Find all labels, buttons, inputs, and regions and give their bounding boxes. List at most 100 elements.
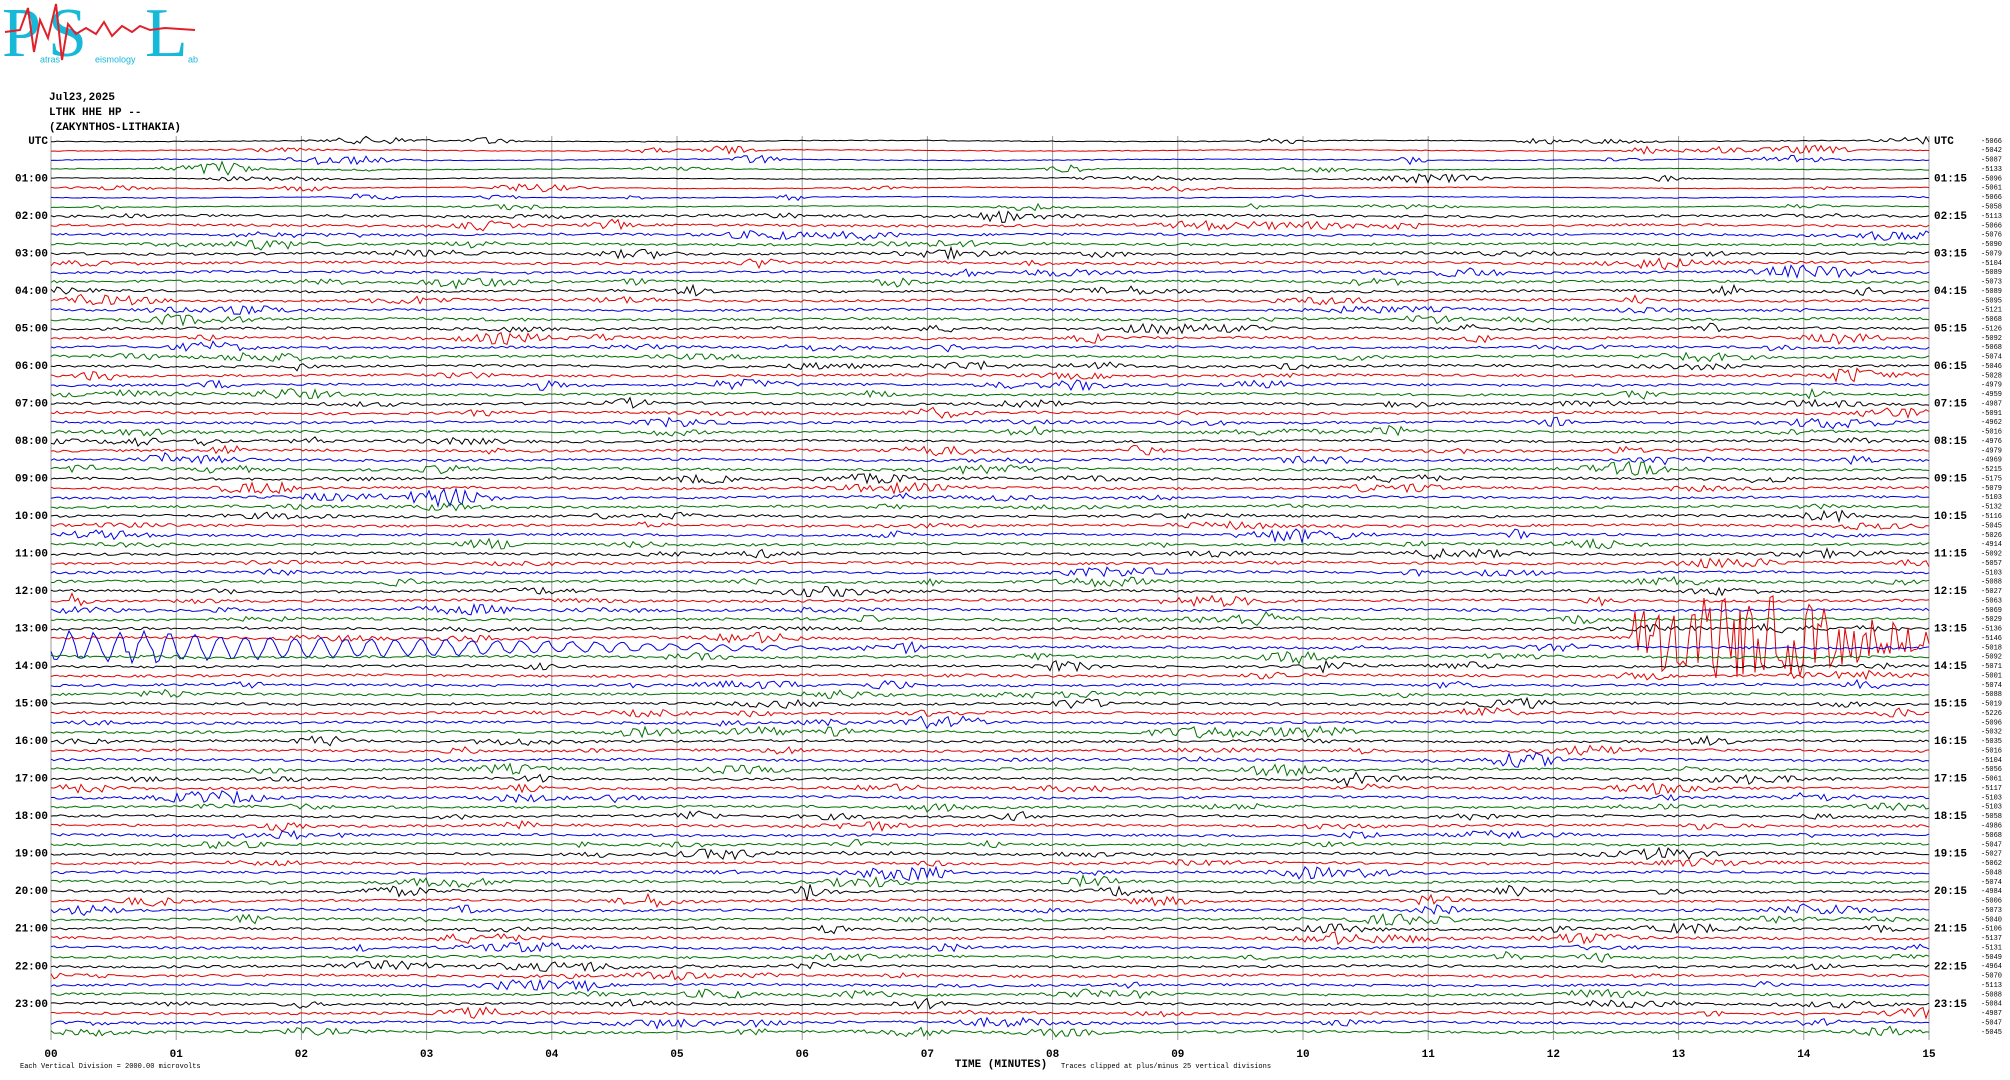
hour-label-right: 08:15 — [1934, 436, 1967, 448]
x-tick-label: 09 — [1171, 1049, 1184, 1061]
trace — [51, 173, 1930, 184]
trace — [51, 1006, 1930, 1020]
trace-offset: -5096 — [1981, 175, 2002, 183]
trace — [50, 931, 1930, 946]
trace — [50, 650, 1930, 665]
trace — [50, 509, 1930, 524]
trace-offset: -5032 — [1981, 729, 2002, 737]
trace-offset: -5045 — [1981, 522, 2002, 530]
hour-label-right: 05:15 — [1934, 323, 1967, 335]
trace — [50, 789, 1930, 805]
trace-offset: -5028 — [1981, 372, 2002, 380]
trace — [50, 360, 1930, 372]
trace-offset: -5040 — [1981, 916, 2002, 924]
logo-letter: L — [145, 0, 188, 72]
trace-offset: -5026 — [1981, 532, 2002, 540]
hour-label-right: 11:15 — [1934, 549, 1967, 561]
trace-offset: -5061 — [1981, 776, 2002, 784]
hour-label: 13:00 — [15, 624, 48, 636]
trace-offset: -5103 — [1981, 804, 2002, 812]
trace — [50, 622, 1930, 634]
hour-label: 09:00 — [15, 474, 48, 486]
trace — [51, 873, 1930, 888]
trace — [50, 762, 1930, 777]
trace — [50, 283, 1930, 297]
trace — [50, 688, 1930, 700]
x-tick-label: 04 — [545, 1049, 559, 1061]
trace-offset: -5058 — [1981, 203, 2002, 211]
trace — [50, 387, 1930, 400]
station: LTHK HHE HP -- — [49, 107, 141, 119]
trace — [51, 239, 1930, 251]
hour-label-right: 09:15 — [1934, 474, 1967, 486]
trace — [51, 575, 1930, 588]
trace — [50, 884, 1930, 901]
trace — [50, 210, 1930, 223]
trace-offset: -5046 — [1981, 363, 2002, 371]
trace — [50, 678, 1930, 690]
hour-label-right: 16:15 — [1934, 736, 1967, 748]
trace-offset: -5088 — [1981, 691, 2002, 699]
trace-offset: -5016 — [1981, 429, 2002, 437]
trace — [50, 160, 1929, 176]
x-tick-label: 12 — [1547, 1049, 1560, 1061]
trace-offset: -5071 — [1981, 663, 2002, 671]
trace — [50, 960, 1930, 973]
trace-offset: -5175 — [1981, 475, 2002, 483]
trace-offset: -5087 — [1981, 157, 2002, 165]
trace — [50, 502, 1930, 512]
trace-offset: -5103 — [1981, 794, 2002, 802]
trace-offset: -5103 — [1981, 569, 2002, 577]
trace — [50, 144, 1930, 155]
hour-label-right: 23:15 — [1934, 999, 1967, 1011]
trace-offset: -5068 — [1981, 832, 2002, 840]
trace — [50, 978, 1930, 993]
hour-label-right: 13:15 — [1934, 624, 1967, 636]
trace-offset: -5066 — [1981, 194, 2002, 202]
trace — [50, 858, 1930, 868]
trace-offset: -5092 — [1981, 654, 2002, 662]
trace — [50, 230, 1930, 242]
x-tick-label: 11 — [1422, 1049, 1436, 1061]
logo-word: atras — [40, 54, 61, 64]
trace — [50, 802, 1930, 813]
trace-offset: -5066 — [1981, 138, 2002, 146]
trace-offset: -5117 — [1981, 785, 2002, 793]
trace-offset: -4987 — [1981, 400, 2002, 408]
trace-offset: -5056 — [1981, 766, 2002, 774]
hour-label-right: 18:15 — [1934, 811, 1967, 823]
x-tick-label: 14 — [1797, 1049, 1811, 1061]
trace-offset: -5001 — [1981, 672, 2002, 680]
trace-offset: -5133 — [1981, 166, 2002, 174]
clip-note: Traces clipped at plus/minus 25 vertical… — [1061, 1063, 1271, 1071]
trace — [50, 406, 1930, 420]
trace — [50, 487, 1930, 508]
logo: P S L atras eismology ab — [2, 0, 198, 72]
hour-label-right: 03:15 — [1934, 248, 1967, 260]
trace-offset: -5068 — [1981, 344, 2002, 352]
trace-offset: -5074 — [1981, 682, 2002, 690]
trace — [50, 472, 1930, 485]
trace-offset: -5113 — [1981, 982, 2002, 990]
hour-label: 11:00 — [15, 549, 48, 561]
trace — [50, 277, 1930, 290]
trace — [50, 305, 1930, 316]
trace-offset: -5092 — [1981, 551, 2002, 559]
x-tick-label: 07 — [921, 1049, 934, 1061]
trace-offset: -5074 — [1981, 879, 2002, 887]
scale-note: Each Vertical Division = 2000.00 microvo… — [20, 1063, 201, 1071]
hour-label: 15:00 — [15, 699, 48, 711]
trace-offset: -5226 — [1981, 710, 2002, 718]
trace — [50, 752, 1930, 768]
trace — [50, 829, 1930, 840]
hour-label: 22:00 — [15, 961, 48, 973]
trace — [50, 839, 1930, 850]
x-tick-label: 00 — [44, 1049, 57, 1061]
hour-label: 06:00 — [15, 361, 48, 373]
trace — [50, 997, 1930, 1010]
x-tick-label: 05 — [670, 1049, 684, 1061]
trace-offset: -5070 — [1981, 973, 2002, 981]
trace — [50, 481, 1930, 495]
hour-label: UTC — [28, 136, 48, 148]
trace-offset: -4976 — [1981, 438, 2002, 446]
